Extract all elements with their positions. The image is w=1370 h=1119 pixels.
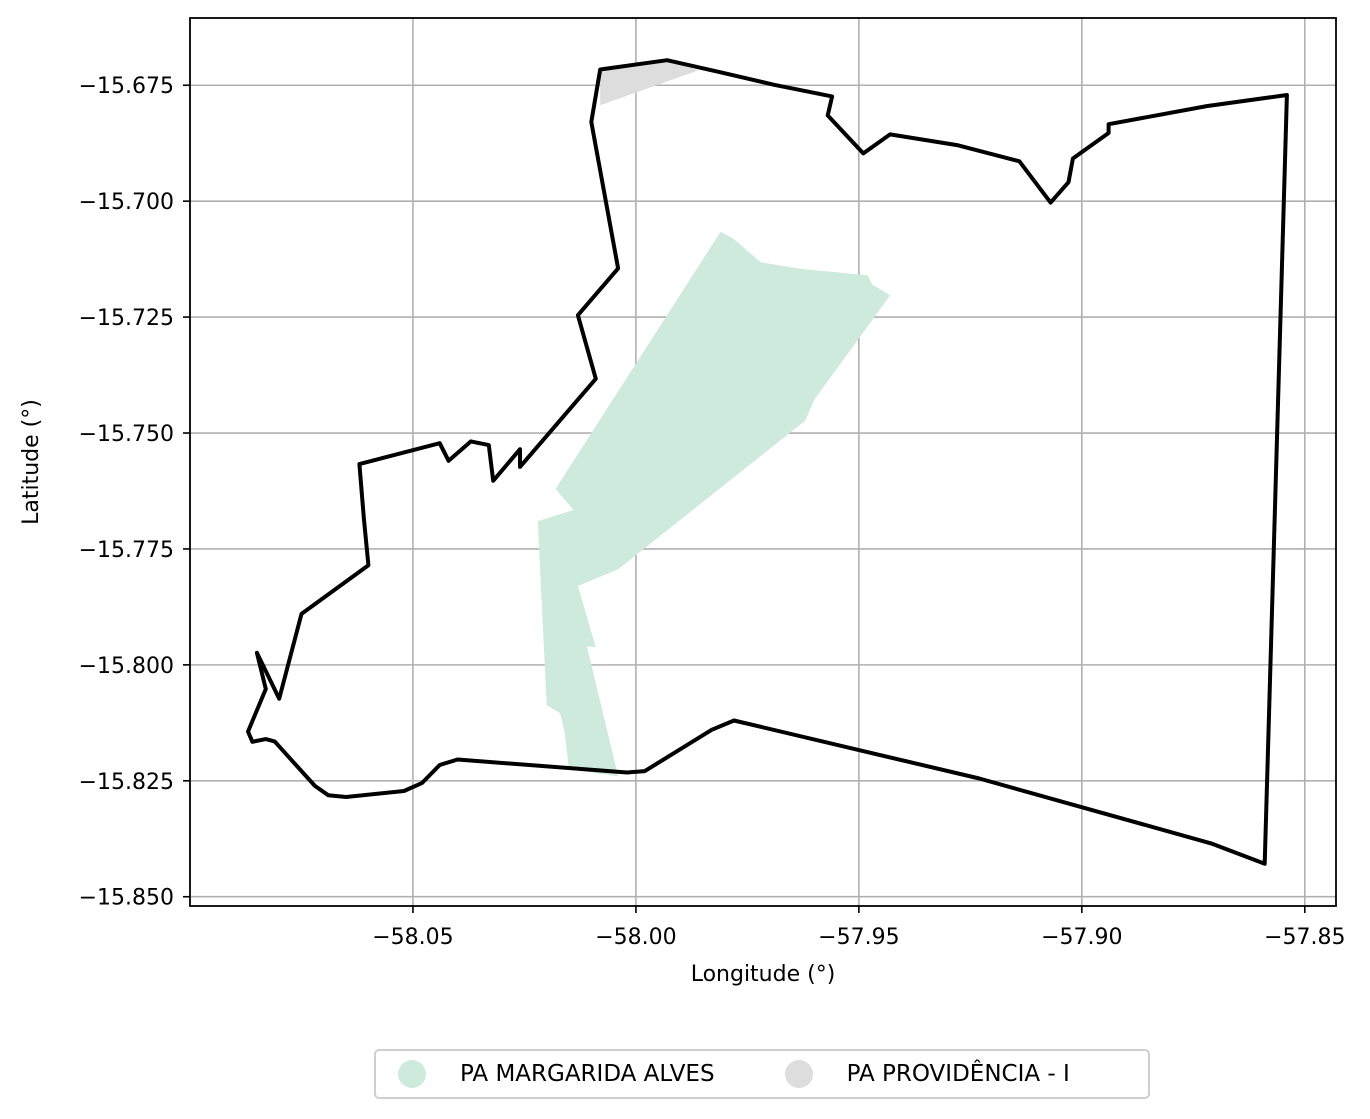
- y-tick-label: −15.800: [79, 654, 174, 679]
- polygon-pa-margarida-alves: [537, 231, 891, 777]
- boundary-layer: [246, 58, 1289, 866]
- legend-swatch-providencia: [784, 1060, 813, 1088]
- ticks: −58.05 −58.00 −57.95 −57.90 −57.85 −15.675 −15…: [79, 74, 1346, 950]
- legend: PA MARGARIDA ALVES PA PROVIDÊNCIA - I: [374, 1049, 1150, 1099]
- y-tick-label: −15.850: [79, 886, 174, 911]
- polygons-layer: [537, 60, 891, 777]
- map-plot: −58.05 −58.00 −57.95 −57.90 −57.85 −15.675 −15…: [19, 17, 1346, 987]
- y-tick-label: −15.725: [79, 306, 174, 331]
- legend-label-providencia: PA PROVIDÊNCIA - I: [846, 1061, 1070, 1087]
- x-tick-label: −58.05: [372, 925, 453, 950]
- y-tick-label: −15.675: [79, 74, 174, 99]
- municipality-boundary: [246, 58, 1289, 866]
- x-tick-label: −57.90: [1041, 925, 1122, 950]
- legend-item-margarida: PA MARGARIDA ALVES: [398, 1060, 715, 1088]
- grid: [190, 18, 1336, 906]
- y-tick-label: −15.750: [79, 422, 174, 447]
- plot-frame: [189, 17, 1337, 907]
- legend-label-margarida: PA MARGARIDA ALVES: [460, 1061, 715, 1087]
- y-tick-label: −15.825: [79, 770, 174, 795]
- polygon-pa-provid-ncia-i: [600, 60, 699, 106]
- x-tick-label: −57.95: [818, 925, 899, 950]
- x-axis-label: Longitude (°): [691, 962, 836, 987]
- x-tick-label: −58.00: [595, 925, 676, 950]
- x-tick-label: −57.85: [1264, 925, 1345, 950]
- y-axis-label: Latitude (°): [19, 399, 44, 525]
- y-tick-label: −15.700: [79, 190, 174, 215]
- y-tick-label: −15.775: [79, 538, 174, 563]
- legend-item-providencia: PA PROVIDÊNCIA - I: [784, 1060, 1070, 1088]
- legend-swatch-margarida: [398, 1060, 426, 1088]
